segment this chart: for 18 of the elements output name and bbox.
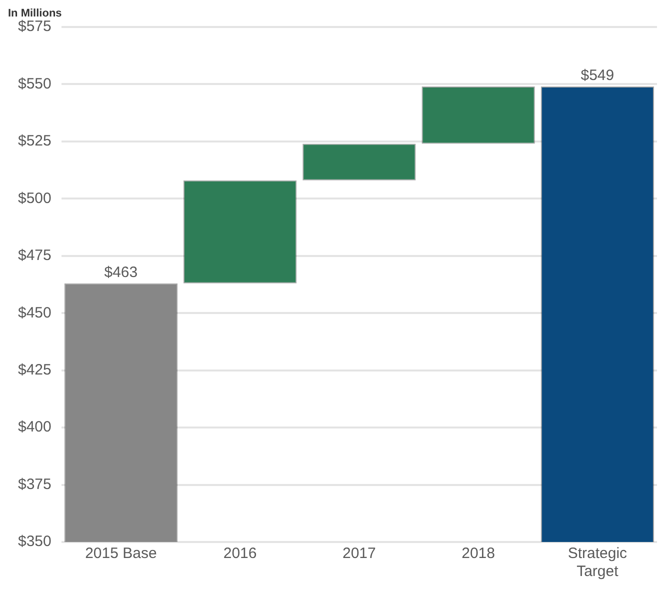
x-tick-label: Strategic Target [568,545,628,580]
y-tick-label: $375 [18,476,52,493]
x-tick-label: 2016 [223,545,257,562]
y-tick-label: $575 [18,18,52,36]
data-label: $463 [104,264,138,281]
y-tick-label: $500 [18,190,52,207]
y-tick-label: $475 [18,247,52,264]
x-tick-label: 2017 [342,545,376,562]
y-tick-label: $350 [18,533,52,550]
y-tick-label: $425 [18,361,52,378]
y-tick-label: $550 [18,75,52,92]
y-tick-label: $525 [18,132,52,150]
x-tick-label: 2015 Base [85,545,157,562]
y-axis-title: In Millions [8,8,62,20]
data-label: $549 [580,67,614,84]
y-tick-label: $450 [18,304,52,322]
y-tick-label: $400 [18,418,52,436]
x-tick-label: 2018 [462,545,495,562]
